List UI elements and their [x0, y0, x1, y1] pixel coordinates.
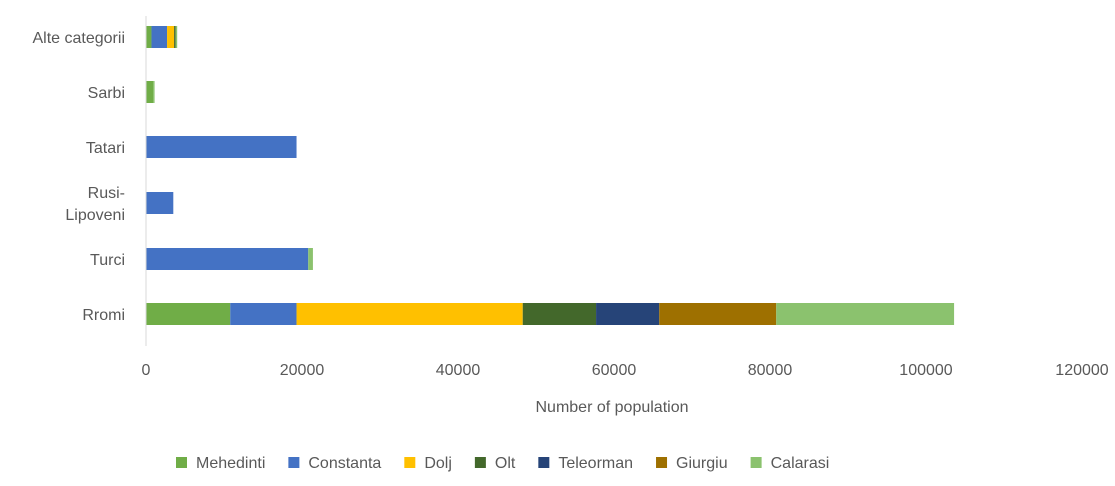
legend-item-olt: Olt	[474, 455, 516, 472]
legend-label-dolj: Dolj	[424, 455, 452, 472]
y-tick-label-rromi: Rromi	[82, 307, 125, 324]
bar-tatari-constanta	[146, 136, 297, 158]
legend-item-mehedinti: Mehedinti	[176, 455, 265, 472]
legend-label-giurgiu: Giurgiu	[676, 455, 728, 472]
bar-alte-categorii-olt	[174, 26, 176, 48]
legend-swatch-olt	[474, 457, 486, 468]
x-tick-label-80000: 80000	[748, 362, 793, 379]
legend-swatch-dolj	[404, 457, 416, 468]
legend-swatch-teleorman	[538, 457, 550, 468]
x-axis-tick-labels: 0 20000 40000 60000 80000 100000 120000	[142, 362, 1109, 379]
legend-swatch-calarasi	[750, 457, 762, 468]
bar-rromi-mehedinti	[146, 303, 231, 325]
legend-item-dolj: Dolj	[404, 455, 452, 472]
legend-item-teleorman: Teleorman	[538, 455, 633, 472]
x-tick-label-20000: 20000	[280, 362, 325, 379]
bar-rromi-olt	[522, 303, 597, 325]
bar-rusi-lipoveni-constanta	[146, 192, 174, 214]
x-tick-label-0: 0	[142, 362, 151, 379]
bar-sarbi-mehedinti	[146, 81, 154, 103]
legend-item-calarasi: Calarasi	[750, 455, 830, 472]
y-tick-label-turci: Turci	[90, 252, 125, 269]
bar-rromi-constanta	[230, 303, 297, 325]
legend-label-mehedinti: Mehedinti	[196, 455, 265, 472]
y-tick-label-tatari: Tatari	[86, 140, 125, 157]
x-tick-label-100000: 100000	[899, 362, 952, 379]
x-tick-label-60000: 60000	[592, 362, 637, 379]
x-tick-label-40000: 40000	[436, 362, 481, 379]
legend-label-calarasi: Calarasi	[771, 455, 830, 472]
bar-rromi-dolj	[296, 303, 523, 325]
legend-swatch-giurgiu	[656, 457, 668, 468]
bar-rromi-teleorman	[596, 303, 660, 325]
x-tick-label-120000: 120000	[1055, 362, 1108, 379]
bar-rromi-giurgiu	[659, 303, 777, 325]
bar-alte-categorii-constanta	[151, 26, 168, 48]
legend: Mehedinti Constanta Dolj Olt Teleorman Giurgi…	[176, 455, 829, 472]
bar-rromi-calarasi	[776, 303, 955, 325]
bar-alte-categorii-calarasi	[175, 26, 178, 48]
legend-label-constanta: Constanta	[308, 455, 381, 472]
bar-sarbi-calarasi	[153, 81, 155, 103]
bar-alte-categorii-dolj	[167, 26, 175, 48]
legend-label-teleorman: Teleorman	[558, 455, 633, 472]
bar-alte-categorii-mehedinti	[146, 26, 152, 48]
y-axis-labels: Rromi Turci Rusi-Lipoveni Tatari Sarbi Alte c…	[33, 30, 126, 324]
bars-group	[146, 26, 955, 325]
legend-label-olt: Olt	[495, 455, 516, 472]
y-tick-label-alte-categorii: Alte categorii	[33, 30, 126, 47]
bar-turci-calarasi	[308, 248, 313, 270]
legend-item-giurgiu: Giurgiu	[656, 455, 728, 472]
bar-turci-constanta	[146, 248, 309, 270]
legend-swatch-constanta	[288, 457, 300, 468]
legend-swatch-mehedinti	[176, 457, 187, 468]
y-tick-label-sarbi: Sarbi	[88, 85, 125, 102]
legend-item-constanta: Constanta	[288, 455, 381, 472]
x-axis-title: Number of population	[536, 399, 689, 416]
y-tick-label-rusi-lipoveni: Rusi-Lipoveni	[65, 185, 125, 224]
